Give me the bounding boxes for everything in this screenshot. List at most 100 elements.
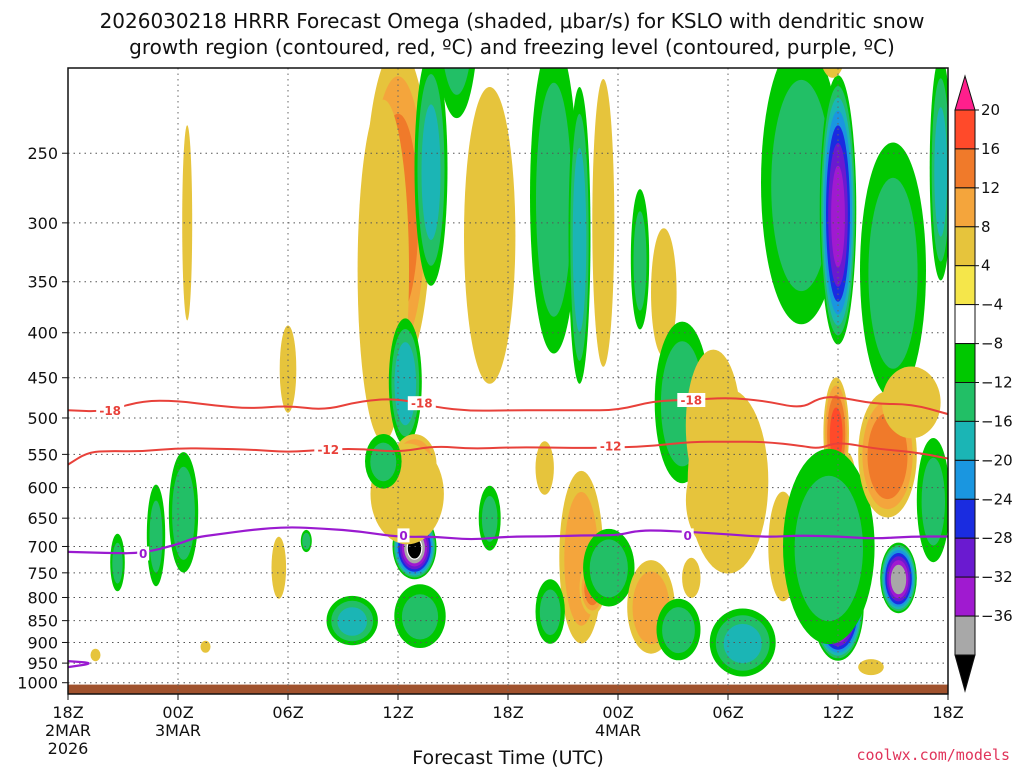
y-tick-label: 800 [27, 589, 58, 608]
x-tick-date-label: 4MAR [595, 721, 641, 740]
omega-level-ellipse [890, 564, 907, 595]
omega-level-ellipse [682, 557, 701, 599]
omega-level-ellipse [539, 589, 561, 636]
x-tick-label: 18Z [52, 703, 83, 722]
grid-lines [67, 68, 949, 694]
omega-level-ellipse [822, 68, 843, 78]
contour-label-bg [397, 528, 410, 543]
omega-colorbar: 20 16 12 8 4 −4 −8 −12 −16 −20 −24 −28 −32 −36 [954, 74, 1013, 693]
chart-title-line-2: growth region (contoured, red, ºC) and f… [129, 35, 895, 59]
x-tick-label: 18Z [492, 703, 523, 722]
x-tick-label: 12Z [822, 703, 853, 722]
omega-level-ellipse [370, 442, 397, 482]
terrain-layer [68, 684, 948, 694]
colorbar-label: 4 [981, 257, 991, 275]
omega-cell [651, 228, 677, 357]
colorbar-label: −16 [981, 412, 1013, 430]
terrain-band [68, 684, 948, 694]
omega-level-ellipse [662, 607, 695, 654]
colorbar-label: −24 [981, 490, 1013, 508]
omega-cell [783, 448, 875, 645]
omega-cell [365, 434, 402, 489]
contour-label: 0 [139, 547, 147, 561]
omega-cell [394, 584, 446, 648]
colorbar-segment [954, 382, 976, 422]
y-tick-label: 350 [27, 273, 58, 292]
contour-label: 0 [399, 529, 407, 543]
omega-cell [709, 608, 776, 677]
x-tick-date-label: 3MAR [155, 721, 201, 740]
y-tick-label: 900 [27, 634, 58, 653]
credit-link[interactable]: coolwx.com/models [856, 746, 1010, 764]
omega-cell [90, 648, 101, 662]
colorbar-segment [954, 615, 976, 656]
omega-cell [592, 79, 615, 367]
contour-label-bg [137, 546, 150, 561]
omega-level-ellipse [794, 475, 863, 622]
y-tick-label: 850 [27, 612, 58, 631]
omega-cell [464, 87, 516, 384]
contour-label: -12 [600, 439, 622, 453]
x-tick-label: 00Z [162, 703, 193, 722]
omega-level-ellipse [271, 536, 287, 599]
omega-level-ellipse [535, 441, 554, 495]
omega-cell [168, 452, 199, 573]
contour-label: -18 [99, 404, 121, 418]
y-tick-label: 550 [27, 445, 58, 464]
contour-label-bg [314, 442, 343, 457]
y-tick-label: 300 [27, 214, 58, 233]
omega-cell [182, 125, 193, 321]
freezing-level-branch [68, 660, 90, 669]
omega-cell [414, 68, 448, 286]
colorbar-segment [954, 498, 976, 539]
contour-label-bg [677, 393, 706, 407]
y-tick-label: 450 [27, 369, 58, 388]
colorbar-label: −8 [981, 335, 1003, 353]
colorbar-bottom-arrow [954, 654, 976, 693]
omega-cell [110, 533, 125, 592]
contour-label-bg [96, 403, 125, 418]
omega-level-ellipse [536, 82, 572, 317]
colorbar-label: 12 [981, 179, 1000, 197]
omega-level-ellipse [444, 68, 469, 95]
colorbar-label: −36 [981, 607, 1013, 625]
omega-level-ellipse [172, 466, 195, 560]
omega-cell [682, 557, 701, 599]
x-tick-label: 12Z [382, 703, 413, 722]
omega-level-ellipse [651, 228, 677, 357]
omega-level-ellipse [401, 594, 439, 640]
colorbar-label: −28 [981, 529, 1013, 547]
contour-labels: -18 -18 -18 -12 -12 0 0 0 [96, 393, 706, 561]
omega-cell [882, 366, 941, 439]
omega-cell [146, 484, 166, 587]
omega-level-ellipse [149, 500, 163, 573]
omega-cell [880, 542, 917, 614]
contour-minus12-line [68, 440, 948, 466]
omega-cell [916, 438, 948, 563]
omega-cell [279, 325, 297, 413]
omega-level-ellipse [421, 104, 441, 240]
x-tick-label: 06Z [712, 703, 743, 722]
omega-level-ellipse [934, 107, 948, 237]
omega-level-ellipse [633, 211, 647, 311]
omega-cell [438, 68, 476, 119]
omega-cell [478, 485, 501, 551]
colorbar-label: 20 [981, 101, 1000, 119]
omega-cell [388, 318, 422, 446]
y-tick-label: 400 [27, 324, 58, 343]
omega-cell [271, 536, 287, 599]
x-tick-label: 06Z [272, 703, 303, 722]
omega-level-ellipse [882, 366, 941, 439]
omega-level-ellipse [867, 412, 908, 500]
colorbar-label: −4 [981, 296, 1003, 314]
contour-minus18-line [68, 396, 948, 416]
colorbar-label: −32 [981, 568, 1013, 586]
colorbar-label: −20 [981, 451, 1013, 469]
omega-level-ellipse [90, 648, 101, 662]
omega-cell [568, 87, 591, 384]
omega-level-ellipse [279, 325, 297, 413]
omega-cell [819, 75, 857, 345]
colorbar-segment [954, 343, 976, 384]
y-tick-label: 250 [27, 144, 58, 163]
